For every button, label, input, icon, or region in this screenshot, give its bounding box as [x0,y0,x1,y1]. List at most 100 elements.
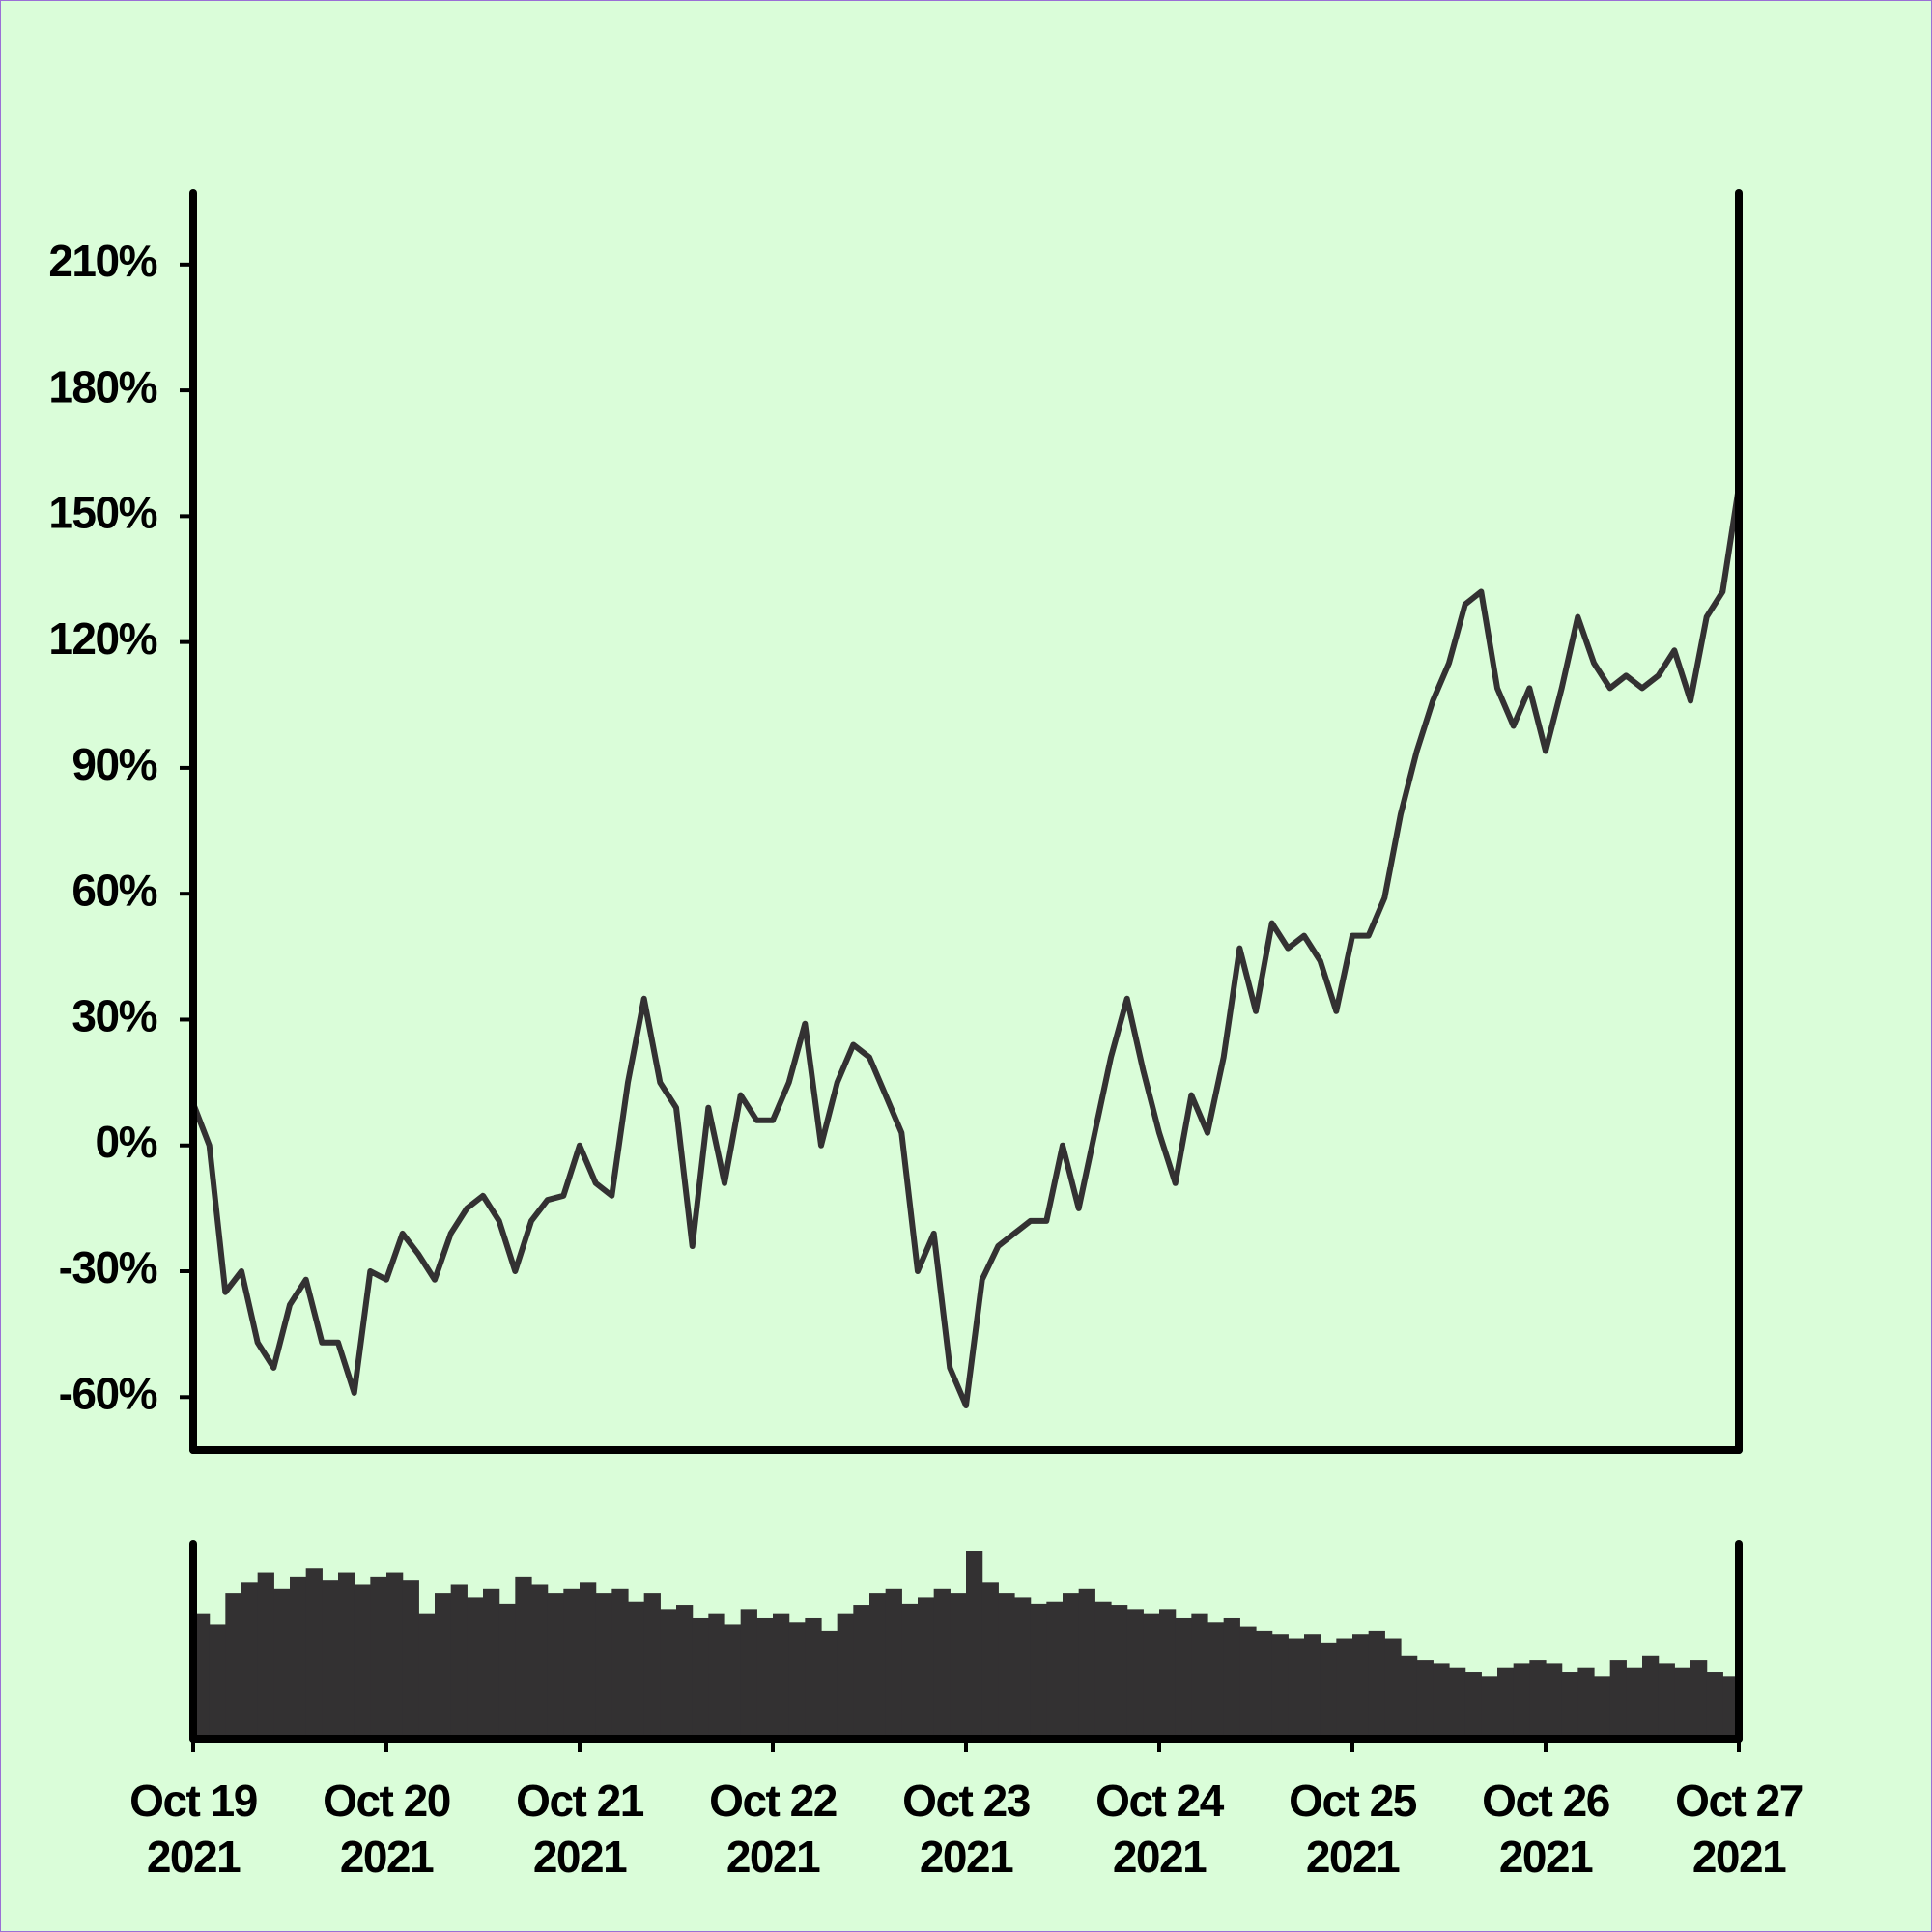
volume-bar [676,1605,694,1739]
volume-bar [1706,1672,1723,1739]
volume-bar [1159,1609,1177,1739]
x-tick-label: 2021 [920,1832,1013,1882]
volume-bar [193,1613,211,1739]
volume-bar [724,1624,742,1739]
volume-bar [354,1584,371,1739]
volume-bar [531,1584,549,1739]
volume-bar [1143,1613,1160,1739]
volume-bar [1481,1676,1498,1739]
volume-bar [338,1572,355,1739]
volume-bar [966,1551,983,1739]
volume-bar [1078,1588,1095,1739]
volume-bar [1690,1660,1708,1739]
volume-bar [853,1605,870,1739]
volume-bar [981,1582,999,1739]
volume-bar [1577,1667,1595,1739]
x-tick-label: 2021 [533,1832,627,1882]
volume-bar [1352,1634,1370,1739]
y-tick-label: -60% [59,1368,157,1418]
volume-bar [788,1622,806,1739]
volume-bar [515,1576,532,1739]
volume-bar [998,1593,1015,1739]
volume-bar [773,1613,790,1739]
volume-bar [1642,1655,1660,1739]
volume-bar [1529,1660,1547,1739]
x-tick-label: Oct 23 [902,1776,1030,1826]
x-tick-label: 2021 [726,1832,820,1882]
volume-bar [611,1588,629,1739]
volume-bar [885,1588,902,1739]
volume-bar [1416,1660,1434,1739]
y-tick-label: -30% [59,1242,157,1293]
volume-bar [740,1609,757,1739]
volume-bar [1046,1601,1064,1739]
volume-bar [918,1597,935,1739]
x-tick-label: Oct 20 [323,1776,450,1826]
volume-bar [450,1584,468,1739]
volume-bar [580,1582,597,1739]
volume-bar [483,1588,500,1739]
volume-bar [1014,1597,1032,1739]
volume-bar [950,1593,967,1739]
volume-bar [1126,1609,1144,1739]
volume-bar [225,1593,242,1739]
y-tick-label: 210% [48,236,156,286]
volume-bar [305,1568,323,1739]
volume-bar [273,1588,291,1739]
volume-bar [1384,1638,1402,1739]
y-tick-label: 120% [48,613,156,664]
volume-bar [1497,1667,1515,1739]
volume-bar [242,1582,259,1739]
volume-bar [1401,1655,1418,1739]
volume-bar [643,1593,661,1739]
volume-bar [1722,1676,1739,1739]
volume-bar [1063,1593,1080,1739]
volume-bar [708,1613,725,1739]
volume-bar [1546,1663,1563,1739]
volume-bar [821,1630,838,1739]
volume-bar [1191,1613,1208,1739]
volume-bar [805,1617,822,1739]
volume-bar [370,1576,387,1739]
x-tick-label: 2021 [1113,1832,1207,1882]
volume-bar [869,1593,887,1739]
volume-bar [1449,1667,1466,1739]
volume-bar [1256,1630,1273,1739]
volume-bar [1304,1634,1321,1739]
volume-bar [563,1588,581,1739]
volume-bar [209,1624,226,1739]
volume-bar [290,1576,307,1739]
volume-bar [1271,1634,1289,1739]
y-tick-label: 180% [48,361,156,412]
volume-bar [692,1617,709,1739]
x-tick-label: Oct 22 [709,1776,837,1826]
volume-bar [1658,1663,1675,1739]
volume-bar [1594,1676,1611,1739]
volume-bar [933,1588,951,1739]
x-tick-label: 2021 [147,1832,241,1882]
volume-bar [1464,1672,1482,1739]
y-tick-label: 90% [71,739,156,789]
volume-bar [1674,1667,1691,1739]
volume-bar [756,1617,774,1739]
volume-bar [435,1593,452,1739]
x-tick-label: 2021 [1692,1832,1786,1882]
volume-bar [1320,1642,1337,1739]
volume-bar [322,1580,339,1739]
volume-bar [628,1601,645,1739]
volume-bar [1111,1605,1128,1739]
y-tick-label: 0% [96,1117,157,1167]
volume-bar [1030,1603,1047,1739]
volume-bar [386,1572,404,1739]
y-tick-label: 60% [71,865,156,915]
x-tick-label: Oct 25 [1289,1776,1417,1826]
volume-bar [901,1603,919,1739]
volume-bar [1561,1672,1578,1739]
volume-bar [418,1613,436,1739]
volume-bar [1513,1663,1530,1739]
volume-bar [1288,1638,1305,1739]
price-line [190,486,1742,1408]
x-tick-label: Oct 21 [516,1776,644,1826]
